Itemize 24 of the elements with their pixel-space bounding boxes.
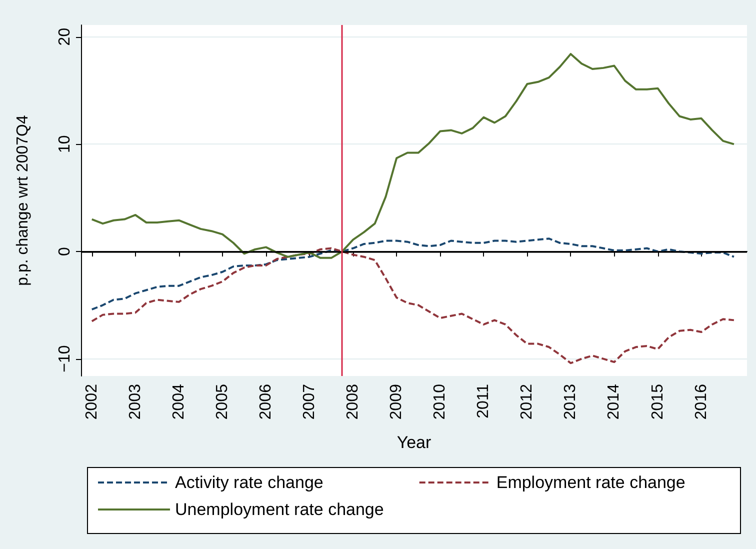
legend-label: Activity rate change [175, 473, 324, 492]
legend-label: Unemployment rate change [175, 500, 384, 519]
y-tick-label: 0 [56, 246, 74, 256]
y-tick-label: 10 [56, 135, 74, 154]
x-tick-label: 2007 [301, 384, 318, 420]
y-axis-title: p.p. change wrt 2007Q4 [14, 115, 32, 286]
x-tick-label: 2005 [214, 384, 231, 420]
y-tick-label: 20 [56, 28, 74, 46]
x-tick-label: 2011 [475, 384, 492, 418]
x-tick-label: 2003 [126, 384, 144, 420]
x-tick-label: 2013 [562, 384, 580, 420]
x-axis-title: Year [396, 433, 432, 452]
legend-label: Employment rate change [496, 473, 686, 492]
x-tick-label: 2002 [83, 384, 100, 420]
x-tick-label: 2012 [518, 384, 536, 420]
x-tick-label: 2015 [649, 384, 666, 420]
x-tick-label: 2008 [344, 384, 362, 420]
x-tick-label: 2004 [170, 384, 188, 420]
x-tick-label: 2016 [692, 384, 710, 420]
x-tick-label: 2014 [606, 384, 623, 420]
x-tick-label: 2010 [432, 384, 449, 420]
x-tick-label: 2006 [258, 384, 274, 420]
y-tick-label: −10 [56, 345, 74, 372]
x-tick-label: 2009 [388, 384, 406, 420]
